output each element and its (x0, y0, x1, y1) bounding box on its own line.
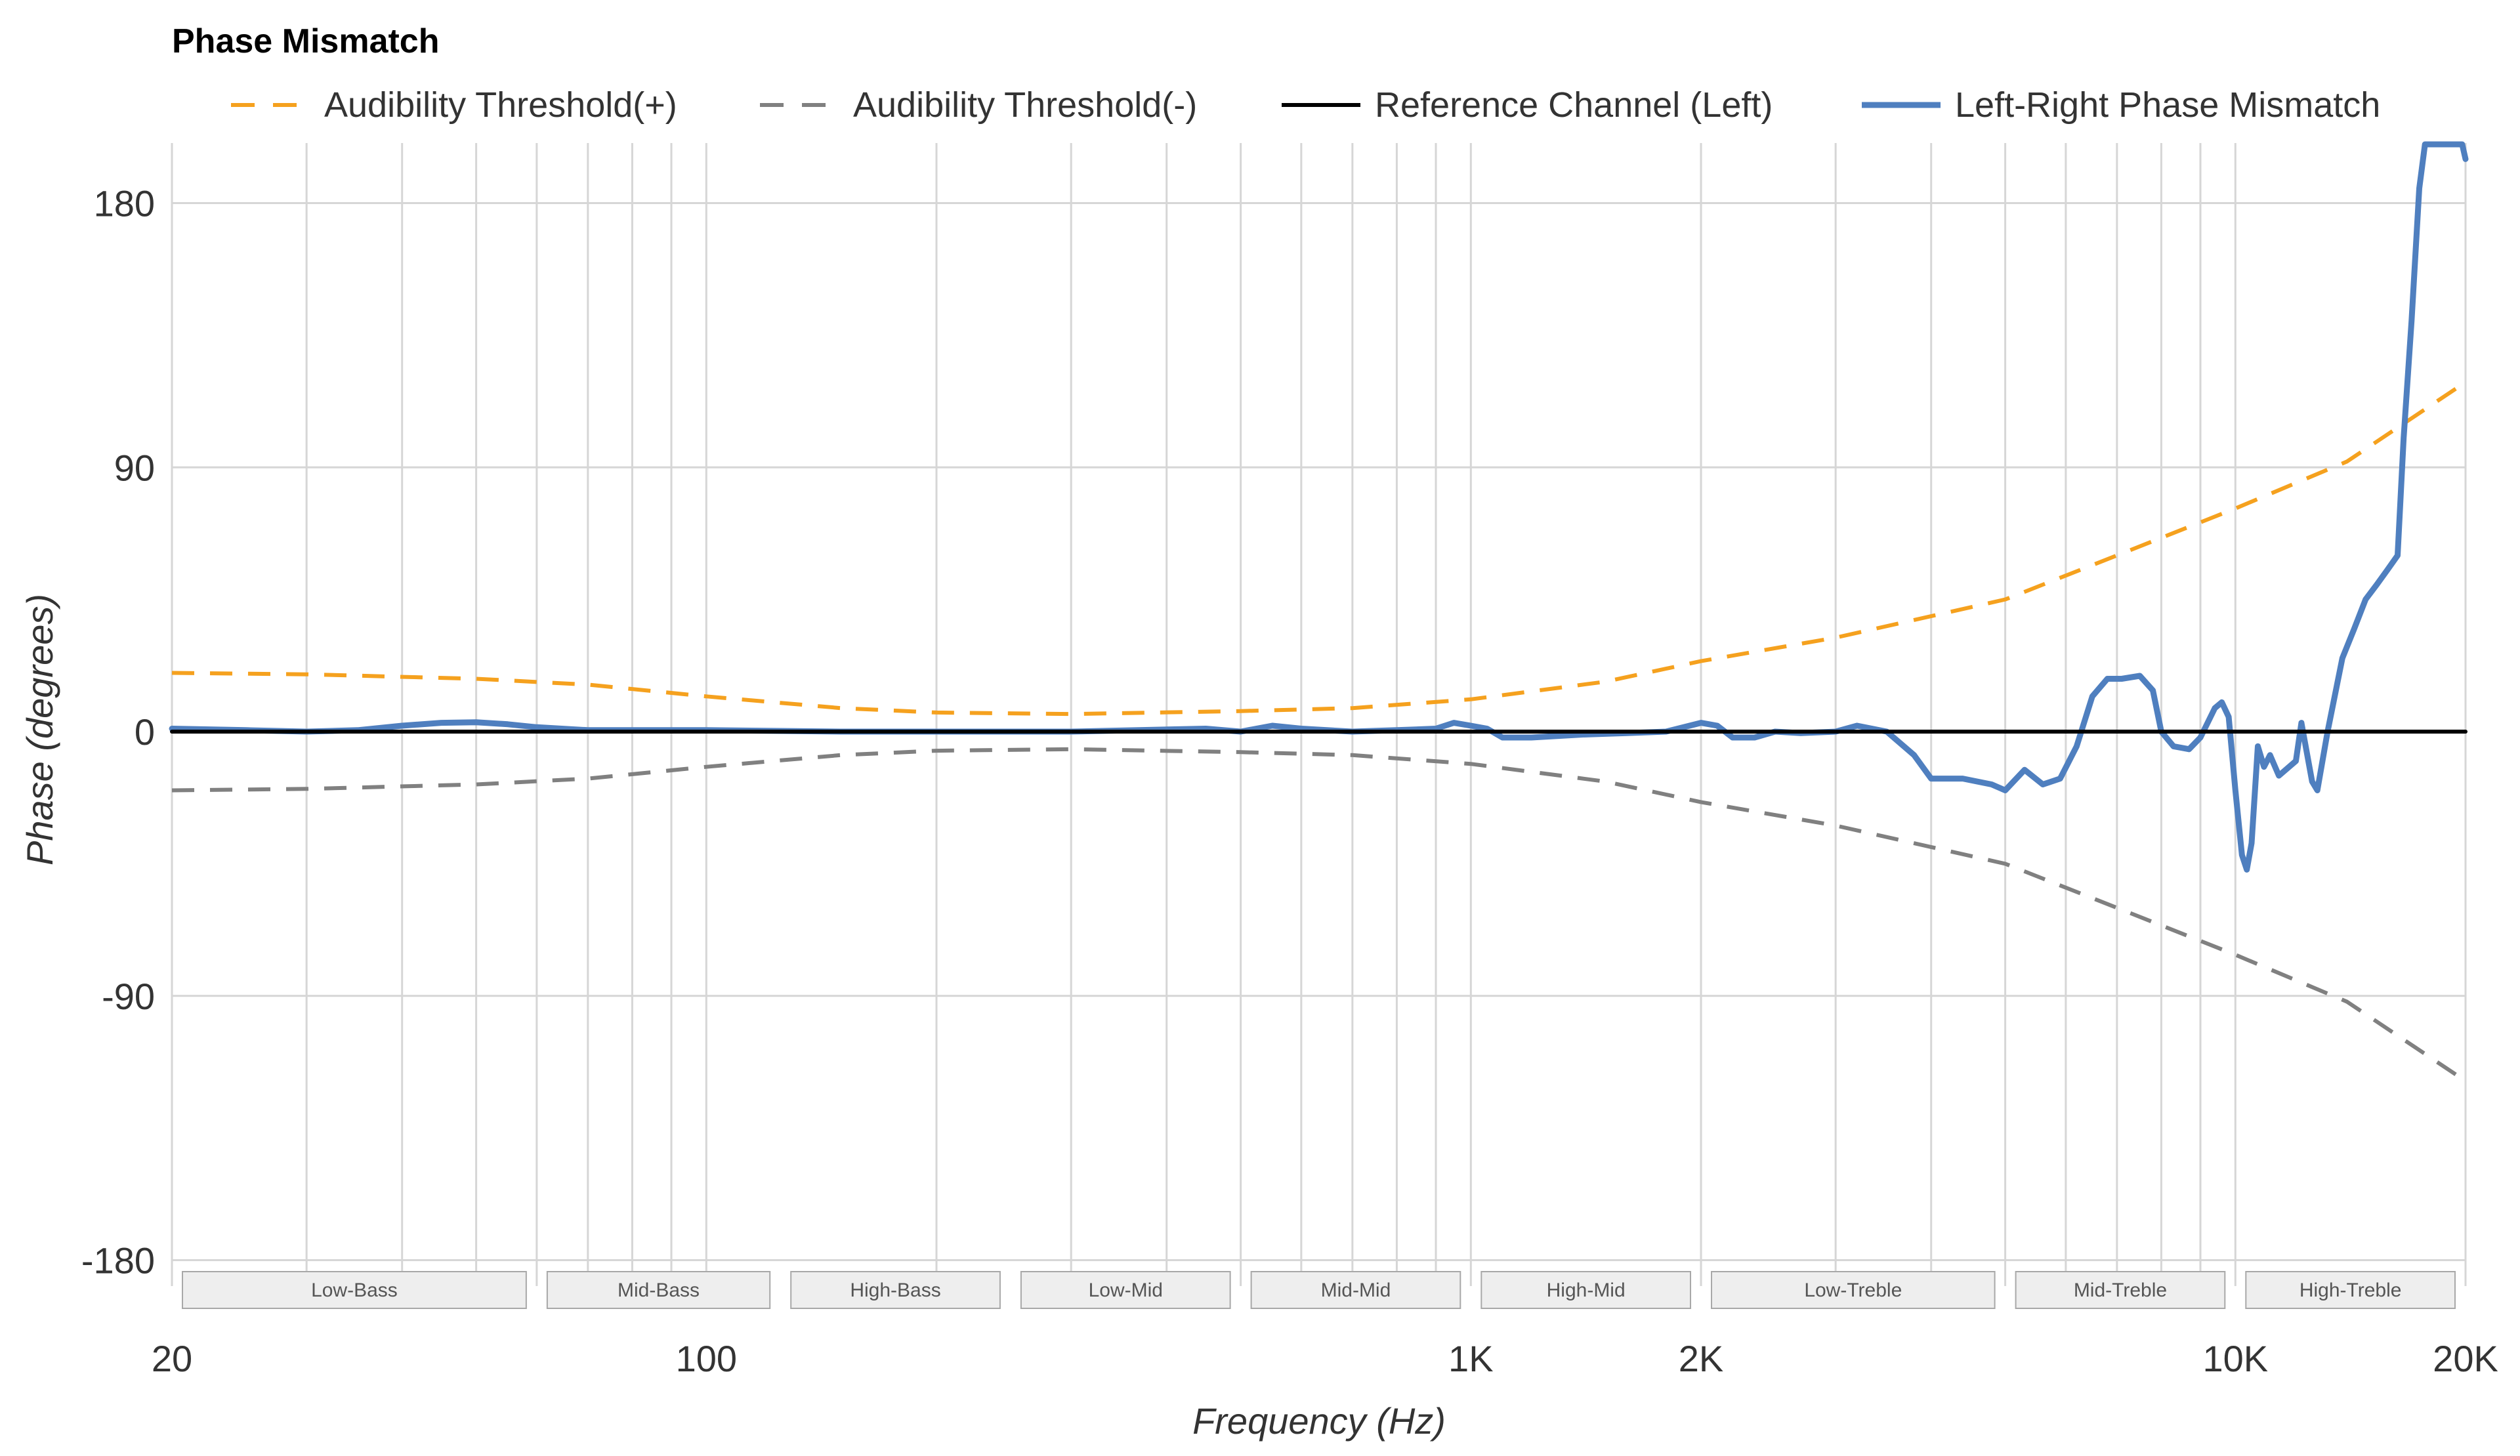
legend-label: Audibility Threshold(+) (324, 85, 677, 125)
band-box (1480, 1271, 1691, 1309)
x-tick-label: 20 (152, 1338, 192, 1379)
band-label: Mid-Treble (2074, 1279, 2167, 1301)
y-tick-label: 0 (135, 711, 155, 753)
band-label: Low-Treble (1804, 1279, 1902, 1301)
legend-label: Left-Right Phase Mismatch (1955, 85, 2380, 125)
x-tick-labels: 20 100 1K 2K 10K 20K (152, 1338, 2498, 1379)
y-tick-label: -90 (102, 976, 155, 1017)
series-line-audibility-threshold- (171, 381, 2467, 717)
y-axis-label: Phase (degrees) (19, 594, 60, 865)
series-line-audibility-threshold- (171, 747, 2467, 1083)
y-tick-label: 180 (94, 183, 155, 224)
band-box (790, 1271, 1001, 1309)
band-box (2015, 1271, 2226, 1309)
y-tick-label: 90 (114, 447, 155, 488)
band-box (1250, 1271, 1461, 1309)
x-tick-label: 20K (2433, 1338, 2498, 1379)
band-label: Low-Bass (311, 1279, 398, 1301)
x-tick-label: 10K (2202, 1338, 2268, 1379)
band-box (1020, 1271, 1231, 1309)
band-box (182, 1271, 527, 1309)
x-tick-label: 1K (1448, 1338, 1494, 1379)
band-label: High-Mid (1547, 1279, 1626, 1301)
x-tick-label: 100 (676, 1338, 737, 1379)
y-tick-labels: 180 90 0 -90 -180 (81, 183, 155, 1281)
grid (171, 143, 2467, 1286)
legend-label: Reference Channel (Left) (1375, 85, 1773, 125)
band-box (2245, 1271, 2456, 1309)
x-axis-label: Frequency (Hz) (1192, 1400, 1446, 1442)
series-line-left-right-phase-mismatch (169, 141, 2469, 873)
band-label: Mid-Mid (1321, 1279, 1391, 1301)
frequency-bands: Low-Bass Mid-Bass High-Bass Low-Mid Mid-Mid H… (182, 1271, 2456, 1309)
legend: Audibility Threshold(+) Audibility Thresh… (231, 85, 2380, 125)
band-label: High-Treble (2300, 1279, 2402, 1301)
band-box (1711, 1271, 1996, 1309)
legend-label: Audibility Threshold(-) (853, 85, 1197, 125)
series-lines (169, 141, 2469, 1083)
x-tick-label: 2K (1679, 1338, 1724, 1379)
band-label: Mid-Bass (618, 1279, 700, 1301)
band-box (546, 1271, 771, 1309)
chart-title: Phase Mismatch (172, 22, 440, 60)
band-label: High-Bass (850, 1279, 940, 1301)
y-tick-label: -180 (81, 1240, 155, 1281)
band-label: Low-Mid (1089, 1279, 1163, 1301)
